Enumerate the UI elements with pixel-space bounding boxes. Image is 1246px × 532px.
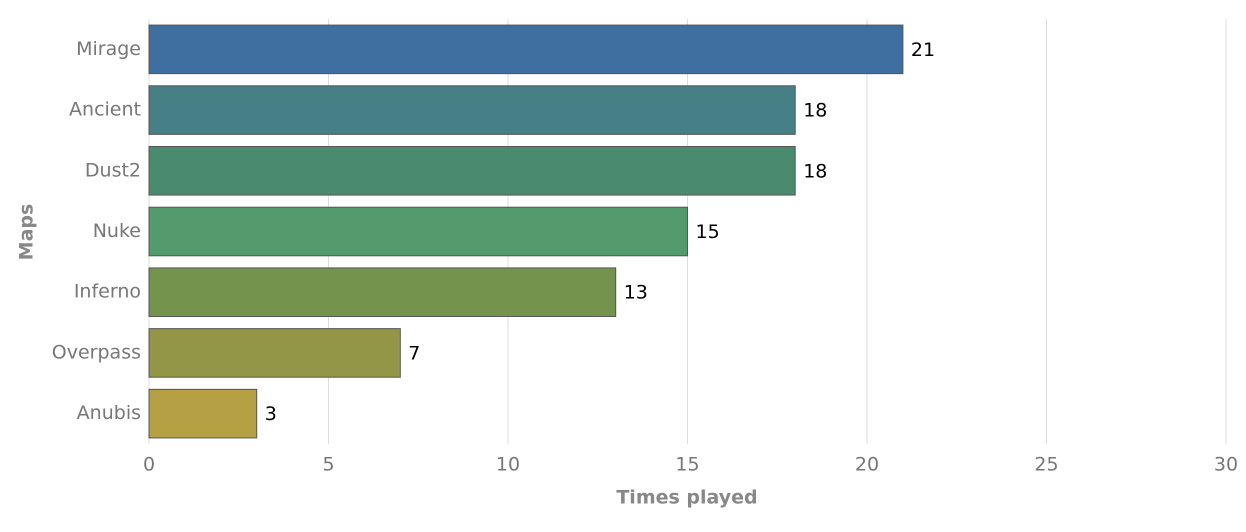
x-tick-label: 15 — [675, 454, 699, 476]
y-tick-label: Ancient — [69, 99, 141, 121]
x-tick-label: 10 — [496, 454, 520, 476]
bar — [148, 388, 258, 439]
x-axis-title: Times played — [616, 487, 757, 509]
data-label: 18 — [803, 100, 827, 122]
bar — [148, 146, 796, 196]
bar — [148, 267, 617, 317]
data-label: 7 — [408, 342, 420, 364]
x-tick-label: 20 — [855, 454, 879, 476]
y-tick-label: Inferno — [74, 281, 141, 303]
y-axis-title: Maps — [16, 204, 38, 261]
x-tick-label: 30 — [1214, 454, 1238, 476]
y-tick-label: Mirage — [76, 38, 141, 60]
data-label: 21 — [911, 39, 935, 61]
y-tick-label: Dust2 — [85, 159, 141, 181]
data-label: 15 — [696, 221, 720, 243]
bar — [148, 328, 401, 378]
data-label: 3 — [265, 403, 277, 425]
data-label: 13 — [624, 282, 648, 304]
y-tick-label: Overpass — [52, 341, 141, 363]
bar — [148, 85, 796, 135]
x-tick-label: 0 — [143, 454, 155, 476]
data-label: 18 — [803, 160, 827, 182]
bar — [148, 206, 688, 257]
bar — [148, 24, 904, 75]
x-tick-label: 25 — [1034, 454, 1058, 476]
y-tick-label: Nuke — [93, 220, 141, 242]
x-tick-label: 5 — [322, 454, 334, 476]
y-tick-label: Anubis — [77, 402, 141, 424]
